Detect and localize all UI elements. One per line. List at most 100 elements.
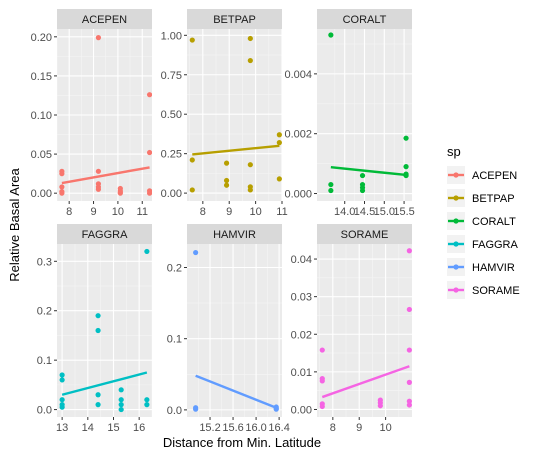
legend-entries: ACEPEN BETPAP CORALT FAGGRA HAMVIR SORAME [447,166,520,299]
data-point [403,172,409,179]
legend-entry-label: SORAME [472,285,520,297]
x-tick-label: 11 [137,206,148,218]
x-tick-label: 13 [56,422,68,434]
y-tick-label: 0.75 [161,70,182,82]
data-point [328,32,334,38]
data-point [146,149,152,156]
facet-panel-faggra: FAGGRA 0.0 0.1 0.2 0.3 13 14 15 16 [37,224,152,434]
data-point [95,186,102,192]
facet-strip-label: BETPAP [213,14,256,26]
facet-strip-label: CORALT [343,14,387,26]
y-tick-label: 0.50 [161,109,182,121]
data-point [276,140,282,146]
legend-entry-label: ACEPEN [472,170,517,182]
data-point [95,35,102,41]
legend-entry-acepen: ACEPEN [447,166,517,184]
data-point [146,190,152,196]
x-tick-label: 14 [82,422,94,434]
facet-strip-label: HAMVIR [213,229,256,241]
x-tick-label: 10 [112,206,124,218]
data-point [189,187,195,193]
legend-key-point [453,172,459,178]
x-tick-label: 9 [226,206,232,218]
y-tick-label: 1.00 [161,30,182,42]
data-point [59,372,65,378]
data-point [95,327,101,334]
data-point [144,248,150,255]
x-tick-label: 15.0 [374,206,395,218]
y-tick-label: 0.04 [291,254,312,266]
data-point [59,171,65,177]
data-point [273,406,279,412]
x-tick-label: 8 [200,206,206,218]
panel-plot-area [57,29,152,201]
data-point [189,157,195,163]
data-point [118,406,124,413]
data-point [118,387,124,393]
panel-plot-area [187,244,282,417]
data-point [59,404,65,410]
facet-panel-hamvir: HAMVIR 0.0 0.1 0.2 15.2 15.6 16.0 16.4 [167,224,290,434]
legend-title: sp [447,144,461,159]
facet-strip-label: SORAME [341,229,389,241]
legend: sp ACEPEN BETPAP CORALT FAGGRA HAMVIR SORAME [447,144,520,299]
panel-plot-area [57,244,152,417]
x-tick-label: 14.0 [334,206,355,218]
y-tick-label: 0.00 [161,188,182,200]
facet-strip [187,9,282,29]
y-tick-label: 0.00 [291,404,312,416]
data-point [95,168,102,174]
x-tick-label: 9 [356,422,362,434]
legend-entry-hamvir: HAMVIR [447,258,515,276]
data-point [118,397,124,403]
y-tick-label: 0.002 [284,129,312,141]
x-tick-label: 10 [379,422,391,434]
data-point [193,249,199,256]
y-tick-label: 0.000 [284,189,312,201]
facet-panel-acepen: ACEPEN 0.00 0.05 0.10 0.15 0.20 8 9 10 11 [31,9,152,218]
legend-entry-betpap: BETPAP [447,189,515,207]
data-point [59,184,65,190]
trend-line [192,144,280,156]
x-tick-label: 15.2 [199,422,220,434]
facet-strip [317,224,412,244]
panel-plot-area [317,244,412,417]
x-tick-label: 8 [330,422,336,434]
data-point [328,181,334,188]
y-tick-label: 0.01 [291,367,312,379]
y-tick-label: 0.15 [31,71,52,83]
y-tick-label: 0.00 [31,188,52,200]
data-point [406,347,412,353]
data-point [319,403,325,410]
data-point [118,402,124,408]
trend-line [330,166,407,177]
y-tick-label: 0.20 [31,32,52,44]
y-tick-label: 0.004 [284,69,312,81]
data-point [59,397,65,403]
data-point [193,406,199,412]
data-point [144,397,150,403]
y-axis-title: Relative Basal Area [7,168,22,282]
data-point [247,187,253,193]
x-tick-label: 9 [90,206,96,218]
facet-panels: ACEPEN 0.00 0.05 0.10 0.15 0.20 8 9 10 11 BETPAP 0.… [31,9,415,434]
data-point [144,402,150,408]
trend-line [195,374,277,409]
legend-key-point [453,218,459,224]
data-point [403,135,409,141]
y-tick-label: 0.3 [37,256,52,268]
panel-background [317,244,412,417]
data-point [406,379,412,385]
data-point [95,392,101,398]
data-point [247,35,253,42]
x-tick-label: 16.4 [268,422,289,434]
x-tick-label: 15.5 [393,206,414,218]
y-tick-label: 0.05 [31,149,52,161]
data-point [406,402,412,408]
facet-strip [57,224,152,244]
legend-entry-label: CORALT [472,216,516,228]
legend-entry-label: BETPAP [472,193,515,205]
data-point [223,182,230,188]
legend-entry-label: HAMVIR [472,262,515,274]
